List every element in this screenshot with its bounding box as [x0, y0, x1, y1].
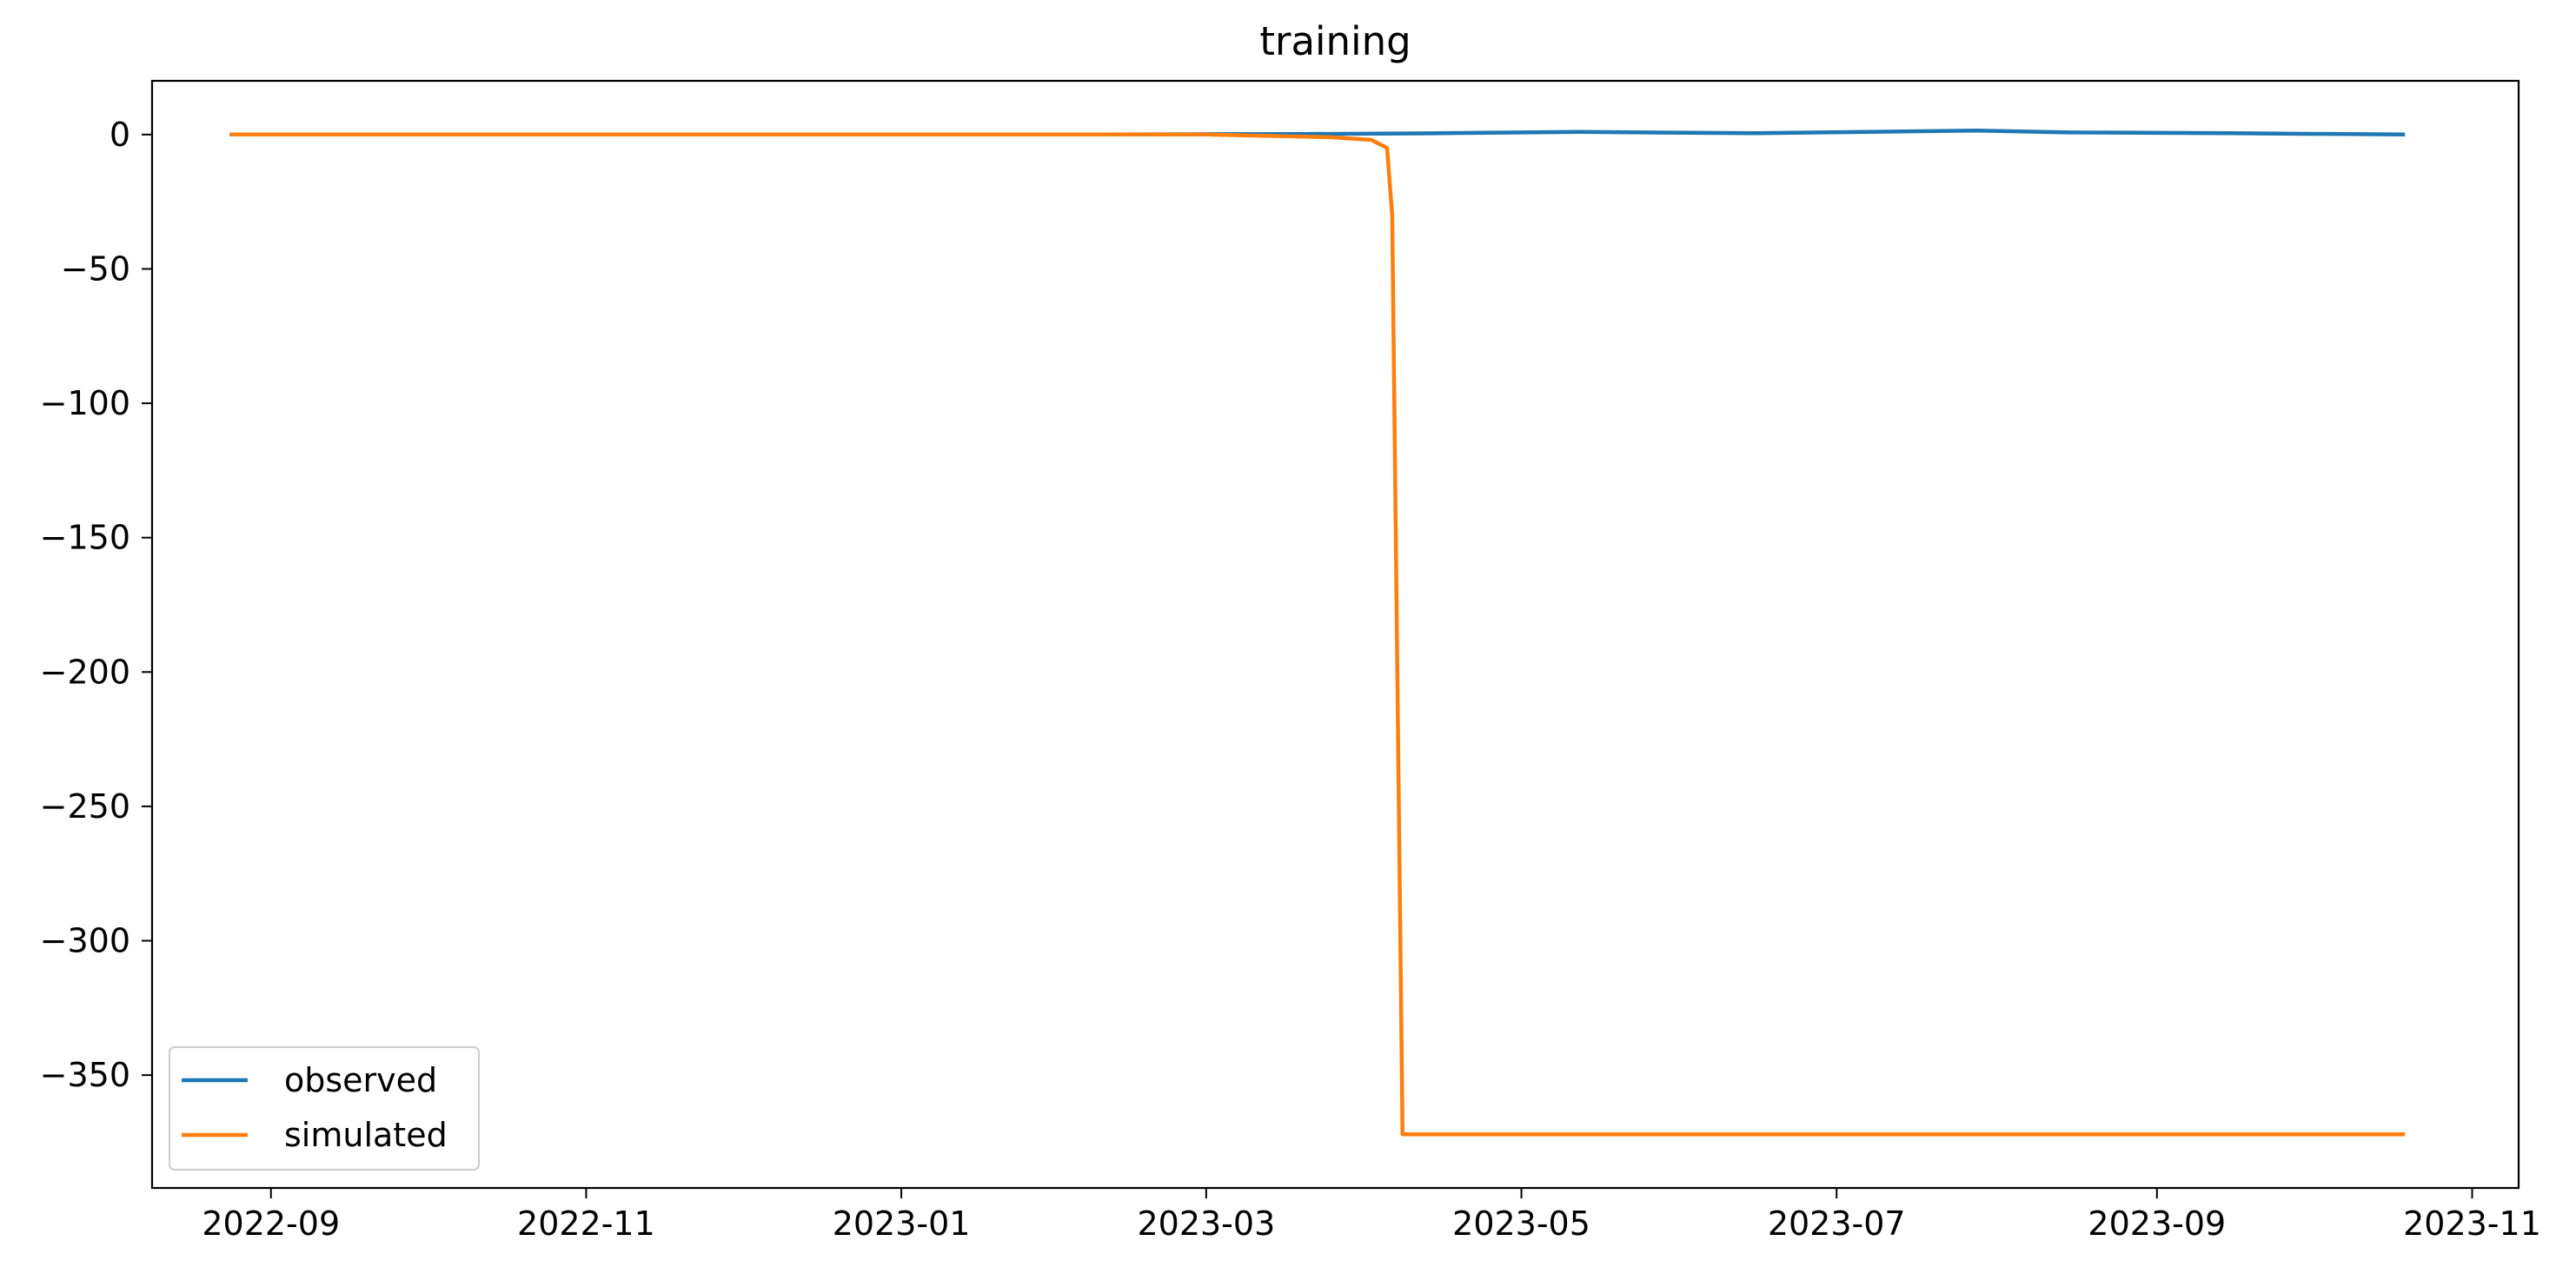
y-tick-label: −300: [40, 922, 130, 960]
x-tick-label: 2023-07: [1768, 1204, 1906, 1243]
x-tick-label: 2023-09: [2088, 1204, 2226, 1243]
x-tick-label: 2022-11: [517, 1204, 655, 1243]
x-tick-label: 2023-01: [833, 1204, 971, 1243]
legend: observed simulated: [169, 1046, 480, 1171]
x-tick-label: 2022-09: [202, 1204, 340, 1243]
chart-title: training: [1259, 18, 1411, 64]
y-tick-label: −150: [40, 519, 130, 557]
y-tick-label: −250: [40, 787, 130, 826]
x-axis: 2022-09 2022-11 2023-01 2023-03 2023-05 2023-…: [202, 1188, 2541, 1243]
x-tick-label: 2023-11: [2403, 1204, 2541, 1243]
y-tick-label: −350: [40, 1056, 130, 1094]
legend-box: [169, 1046, 480, 1171]
series-layer: [229, 128, 2406, 1137]
y-tick-label: −50: [61, 249, 130, 288]
x-tick-label: 2023-03: [1137, 1204, 1275, 1243]
y-tick-label: −200: [40, 653, 130, 691]
y-tick-label: 0: [110, 116, 130, 154]
plot-area-frame: [150, 79, 2520, 1190]
x-tick-label: 2023-05: [1452, 1204, 1590, 1243]
legend-label-observed: observed: [284, 1061, 437, 1099]
y-tick-label: −100: [40, 384, 130, 422]
series-line-simulated: [229, 132, 2406, 1137]
y-axis: 0 −50 −100 −150 −200 −250 −300 −350: [40, 116, 152, 1094]
legend-label-simulated: simulated: [284, 1116, 448, 1154]
